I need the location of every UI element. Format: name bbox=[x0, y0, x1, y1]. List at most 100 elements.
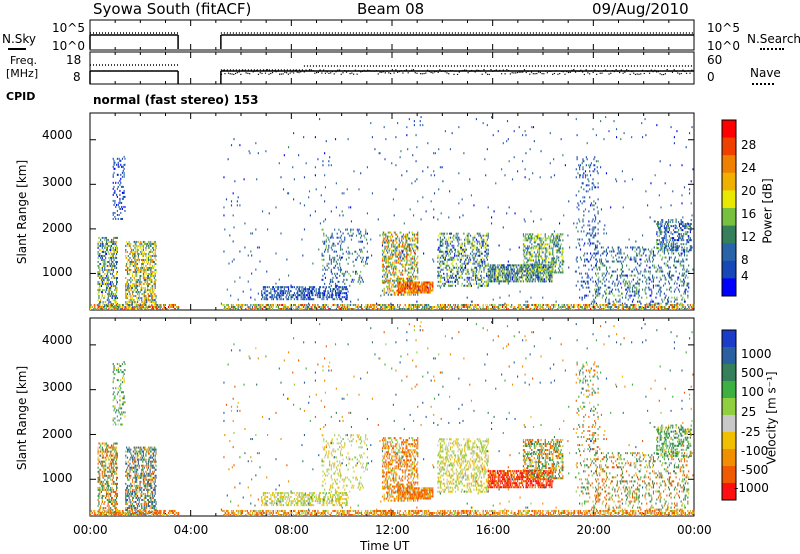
power-data-cell bbox=[417, 291, 419, 294]
power-data-cell bbox=[683, 278, 685, 281]
power-data-cell bbox=[146, 242, 148, 245]
power-data-cell bbox=[303, 298, 305, 301]
power-data-cell bbox=[417, 249, 419, 252]
power-data-cell bbox=[411, 263, 413, 266]
power-data-cell bbox=[556, 257, 558, 260]
power-data-cell bbox=[123, 189, 125, 192]
power-data-cell bbox=[626, 292, 628, 295]
power-data-cell bbox=[409, 291, 411, 294]
power-data-cell bbox=[467, 234, 469, 237]
power-data-cell bbox=[396, 249, 398, 252]
power-data-cell bbox=[459, 276, 461, 279]
power-data-cell bbox=[331, 278, 333, 281]
power-data-cell bbox=[526, 247, 528, 250]
power-data-cell bbox=[481, 278, 483, 281]
power-data-cell bbox=[130, 285, 132, 288]
power-data-cell bbox=[414, 275, 416, 278]
power-data-cell bbox=[475, 278, 477, 281]
power-data-cell bbox=[642, 248, 644, 251]
power-data-cell bbox=[658, 235, 660, 238]
power-data-cell bbox=[398, 281, 400, 284]
power-data-cell bbox=[129, 271, 131, 274]
power-data-cell bbox=[362, 256, 364, 259]
power-data-cell bbox=[638, 290, 640, 293]
power-data-cell bbox=[137, 256, 139, 259]
power-data-cell bbox=[408, 259, 410, 262]
power-data-cell bbox=[473, 244, 475, 247]
power-data-cell bbox=[109, 293, 111, 296]
power-data-cell bbox=[656, 276, 658, 279]
power-data-cell bbox=[453, 238, 455, 241]
power-data-cell bbox=[102, 303, 104, 306]
power-data-cell bbox=[617, 260, 619, 263]
power-data-cell bbox=[595, 186, 597, 189]
power-data-cell bbox=[385, 241, 387, 244]
power-data-cell bbox=[132, 248, 134, 251]
power-data-cell bbox=[319, 294, 321, 297]
nave-legend-line bbox=[752, 83, 774, 85]
power-data-cell bbox=[400, 245, 402, 248]
power-data-cell bbox=[637, 296, 639, 299]
power-data-cell bbox=[464, 260, 466, 263]
power-data-cell bbox=[527, 247, 529, 250]
power-data-cell bbox=[439, 250, 441, 253]
power-data-cell bbox=[450, 232, 452, 235]
power-data-cell bbox=[678, 276, 680, 279]
power-data-cell bbox=[150, 305, 152, 308]
power-data-cell bbox=[534, 271, 536, 274]
power-data-cell bbox=[131, 260, 133, 263]
power-data-cell bbox=[600, 258, 603, 261]
power-data-cell bbox=[579, 220, 581, 223]
power-data-cell bbox=[346, 294, 348, 297]
power-data-cell bbox=[551, 257, 553, 260]
power-data-cell bbox=[103, 262, 105, 265]
power-data-cell bbox=[428, 285, 431, 288]
power-data-cell bbox=[658, 270, 660, 273]
power-data-cell bbox=[644, 290, 646, 293]
power-data-cell bbox=[560, 255, 562, 258]
power-data-cell bbox=[102, 283, 104, 286]
power-data-cell bbox=[123, 163, 125, 166]
power-data-cell bbox=[152, 246, 154, 249]
power-data-cell bbox=[150, 293, 152, 296]
power-data-cell bbox=[684, 300, 686, 303]
power-data-cell bbox=[147, 299, 150, 302]
power-data-cell bbox=[438, 244, 441, 247]
power-data-cell bbox=[131, 254, 134, 257]
power-data-cell bbox=[347, 262, 349, 265]
power-data-cell bbox=[428, 283, 431, 286]
power-data-cell bbox=[292, 296, 294, 299]
power-data-cell bbox=[530, 274, 532, 277]
power-data-cell bbox=[387, 235, 389, 238]
power-data-cell bbox=[661, 248, 663, 251]
power-data-cell bbox=[445, 238, 447, 241]
power-data-cell bbox=[386, 239, 388, 242]
power-data-cell bbox=[135, 260, 137, 263]
power-data-cell bbox=[399, 285, 401, 288]
power-data-cell bbox=[593, 204, 595, 207]
power-data-cell bbox=[551, 261, 553, 264]
power-data-cell bbox=[128, 295, 130, 298]
power-data-cell bbox=[134, 268, 136, 272]
power-data-cell bbox=[545, 267, 547, 270]
power-data-cell bbox=[343, 274, 345, 277]
power-data-cell bbox=[116, 173, 118, 176]
power-data-cell bbox=[388, 251, 390, 254]
power-data-cell bbox=[399, 287, 401, 290]
power-data-cell bbox=[339, 290, 341, 293]
power-data-cell bbox=[438, 270, 440, 273]
power-data-cell bbox=[107, 260, 109, 263]
power-data-cell bbox=[476, 268, 478, 271]
power-data-cell bbox=[543, 272, 545, 275]
power-data-cell bbox=[505, 280, 507, 283]
power-data-cell bbox=[152, 242, 155, 245]
power-data-cell bbox=[492, 268, 494, 271]
power-data-cell bbox=[130, 242, 132, 245]
power-data-cell bbox=[603, 272, 605, 275]
power-data-cell bbox=[114, 293, 116, 296]
power-data-cell bbox=[553, 239, 555, 242]
power-data-cell bbox=[502, 266, 504, 269]
power-data-cell bbox=[532, 269, 534, 272]
power-data-cell bbox=[683, 274, 685, 277]
power-data-cell bbox=[142, 254, 144, 257]
